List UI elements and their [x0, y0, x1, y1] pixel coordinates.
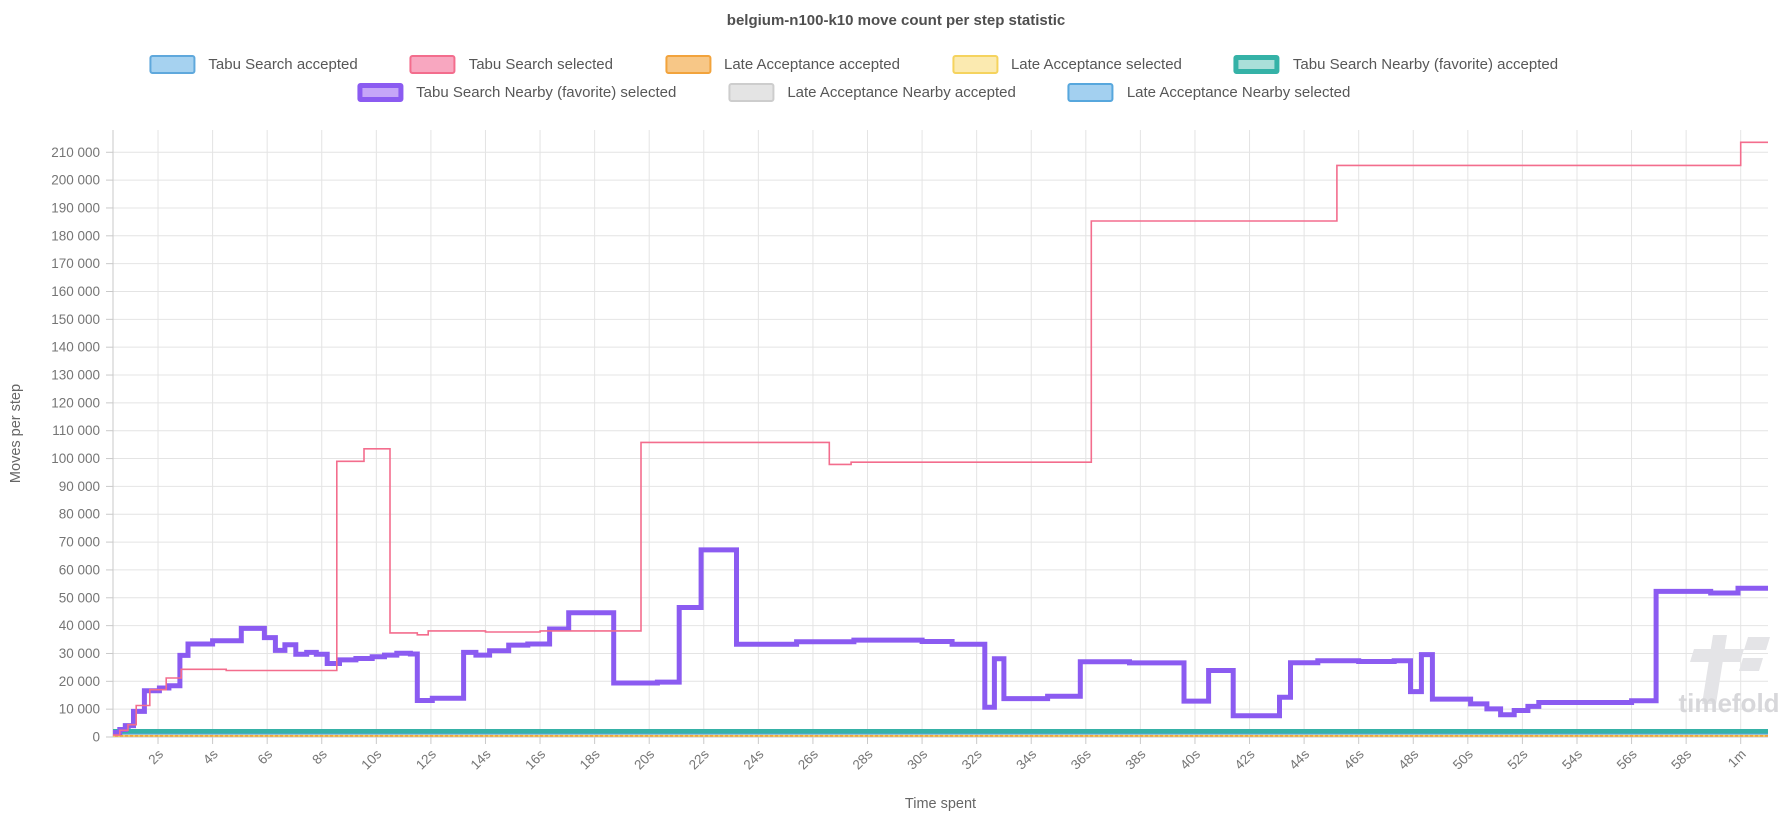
y-tick-label: 30 000: [59, 646, 100, 661]
legend-swatch-late-acceptance-nearby-accepted: [728, 83, 775, 102]
timefold-watermark-glyph: [1739, 658, 1763, 671]
series-line-tabu-search-selected: [113, 141, 1768, 736]
y-tick-label: 200 000: [51, 173, 100, 188]
x-tick-label: 24s: [741, 746, 767, 772]
x-tick-label: 50s: [1450, 746, 1476, 772]
y-tick-label: 150 000: [51, 312, 100, 327]
legend-swatch-late-acceptance-accepted: [664, 55, 711, 74]
timefold-watermark-text: timefold: [1678, 688, 1779, 718]
x-tick-label: 10s: [358, 746, 384, 772]
x-axis-label: Time spent: [905, 796, 976, 812]
x-tick-label: 48s: [1395, 746, 1421, 772]
legend-label: Late Acceptance selected: [1010, 56, 1182, 73]
y-tick-label: 60 000: [59, 562, 100, 577]
y-tick-label: 110 000: [52, 423, 100, 438]
x-tick-label: 58s: [1668, 746, 1694, 772]
x-tick-label: 14s: [468, 746, 494, 772]
legend-label: Late Acceptance Nearby accepted: [787, 84, 1016, 101]
x-tick-label: 2s: [145, 746, 166, 767]
timefold-watermark-glyph: [1744, 637, 1770, 650]
x-tick-label: 30s: [904, 746, 930, 772]
y-tick-label: 210 000: [51, 145, 100, 160]
x-tick-label: 16s: [522, 746, 548, 772]
x-tick-label: 20s: [631, 746, 657, 772]
legend-swatch-tabu-search-nearby-favorite-accepted: [1233, 55, 1280, 74]
legend-swatch-tabu-search-selected: [409, 55, 456, 74]
x-tick-label: 1m: [1725, 747, 1749, 771]
legend-label: Tabu Search accepted: [208, 56, 358, 73]
x-tick-label: 54s: [1559, 746, 1585, 772]
legend-swatch-late-acceptance-nearby-selected: [1067, 83, 1114, 102]
y-tick-label: 70 000: [59, 535, 100, 550]
legend-item-tabu-search-nearby-favorite-selected[interactable]: Tabu Search Nearby (favorite) selected: [357, 83, 676, 102]
y-tick-label: 0: [92, 730, 100, 745]
legend-label: Tabu Search Nearby (favorite) accepted: [1292, 56, 1559, 73]
y-tick-label: 20 000: [59, 674, 100, 689]
legend-item-late-acceptance-nearby-selected[interactable]: Late Acceptance Nearby selected: [1067, 83, 1351, 102]
legend-item-tabu-search-nearby-favorite-accepted[interactable]: Tabu Search Nearby (favorite) accepted: [1233, 55, 1559, 74]
x-tick-label: 38s: [1123, 746, 1149, 772]
y-tick-label: 190 000: [51, 200, 100, 215]
y-tick-label: 80 000: [59, 507, 100, 522]
y-tick-label: 160 000: [51, 284, 100, 299]
y-tick-label: 140 000: [51, 340, 100, 355]
y-tick-label: 120 000: [51, 395, 100, 410]
x-tick-label: 56s: [1614, 746, 1640, 772]
x-tick-label: 34s: [1013, 746, 1039, 772]
x-tick-label: 26s: [795, 746, 821, 772]
series-line-tabu-search-nearby-favorite-selected: [113, 547, 1768, 735]
x-tick-label: 4s: [200, 746, 221, 767]
legend-label: Tabu Search Nearby (favorite) selected: [416, 84, 677, 101]
x-tick-label: 8s: [309, 746, 330, 767]
legend-label: Tabu Search selected: [468, 56, 613, 73]
x-tick-label: 52s: [1505, 746, 1531, 772]
y-tick-label: 130 000: [51, 368, 100, 383]
legend-item-tabu-search-selected[interactable]: Tabu Search selected: [409, 55, 613, 74]
x-tick-label: 42s: [1232, 746, 1258, 772]
x-tick-label: 36s: [1068, 746, 1094, 772]
y-tick-label: 10 000: [59, 702, 100, 717]
x-tick-label: 44s: [1286, 746, 1312, 772]
legend-label: Late Acceptance accepted: [723, 56, 900, 73]
y-axis-label: Moves per step: [8, 384, 24, 483]
y-tick-label: 180 000: [51, 228, 100, 243]
legend-swatch-tabu-search-nearby-favorite-selected: [357, 83, 404, 102]
x-tick-label: 46s: [1341, 746, 1367, 772]
legend-row-1: Tabu Search accepted Tabu Search selected…: [149, 55, 1558, 74]
y-tick-label: 90 000: [59, 479, 100, 494]
legend-swatch-tabu-search-accepted: [149, 55, 196, 74]
legend-label: Late Acceptance Nearby selected: [1126, 84, 1351, 101]
x-tick-label: 6s: [255, 746, 276, 767]
y-tick-label: 100 000: [51, 451, 100, 466]
chart-legend: Tabu Search accepted Tabu Search selected…: [149, 55, 1558, 102]
x-tick-label: 12s: [413, 746, 439, 772]
x-tick-label: 18s: [577, 746, 603, 772]
x-tick-label: 28s: [850, 746, 876, 772]
timefold-watermark-glyph: [1702, 635, 1727, 704]
y-tick-label: 170 000: [51, 256, 100, 271]
legend-swatch-late-acceptance-selected: [951, 55, 998, 74]
legend-item-late-acceptance-nearby-accepted[interactable]: Late Acceptance Nearby accepted: [728, 83, 1016, 102]
chart-title: belgium-n100-k10 move count per step sta…: [726, 12, 1066, 29]
legend-item-late-acceptance-accepted[interactable]: Late Acceptance accepted: [664, 55, 900, 74]
legend-item-tabu-search-accepted[interactable]: Tabu Search accepted: [149, 55, 358, 74]
x-tick-label: 40s: [1177, 746, 1203, 772]
legend-row-2: Tabu Search Nearby (favorite) selected La…: [357, 83, 1350, 102]
legend-item-late-acceptance-selected[interactable]: Late Acceptance selected: [951, 55, 1182, 74]
x-tick-label: 22s: [686, 746, 712, 772]
x-tick-label: 32s: [959, 746, 985, 772]
y-tick-label: 50 000: [59, 590, 100, 605]
y-tick-label: 40 000: [59, 618, 100, 633]
